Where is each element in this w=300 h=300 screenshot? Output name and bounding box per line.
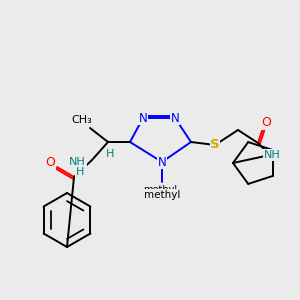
Text: H: H — [76, 167, 84, 177]
Text: O: O — [261, 116, 271, 130]
Text: O: O — [45, 157, 55, 169]
Text: S: S — [210, 139, 220, 152]
Text: N: N — [139, 112, 147, 124]
Text: N: N — [171, 112, 179, 124]
Text: methyl: methyl — [144, 190, 180, 200]
Text: N: N — [158, 155, 166, 169]
Text: methyl: methyl — [143, 185, 177, 195]
Text: NH: NH — [264, 150, 280, 160]
Text: NH: NH — [69, 157, 86, 167]
Text: H: H — [106, 149, 114, 159]
Text: CH₃: CH₃ — [72, 115, 92, 125]
